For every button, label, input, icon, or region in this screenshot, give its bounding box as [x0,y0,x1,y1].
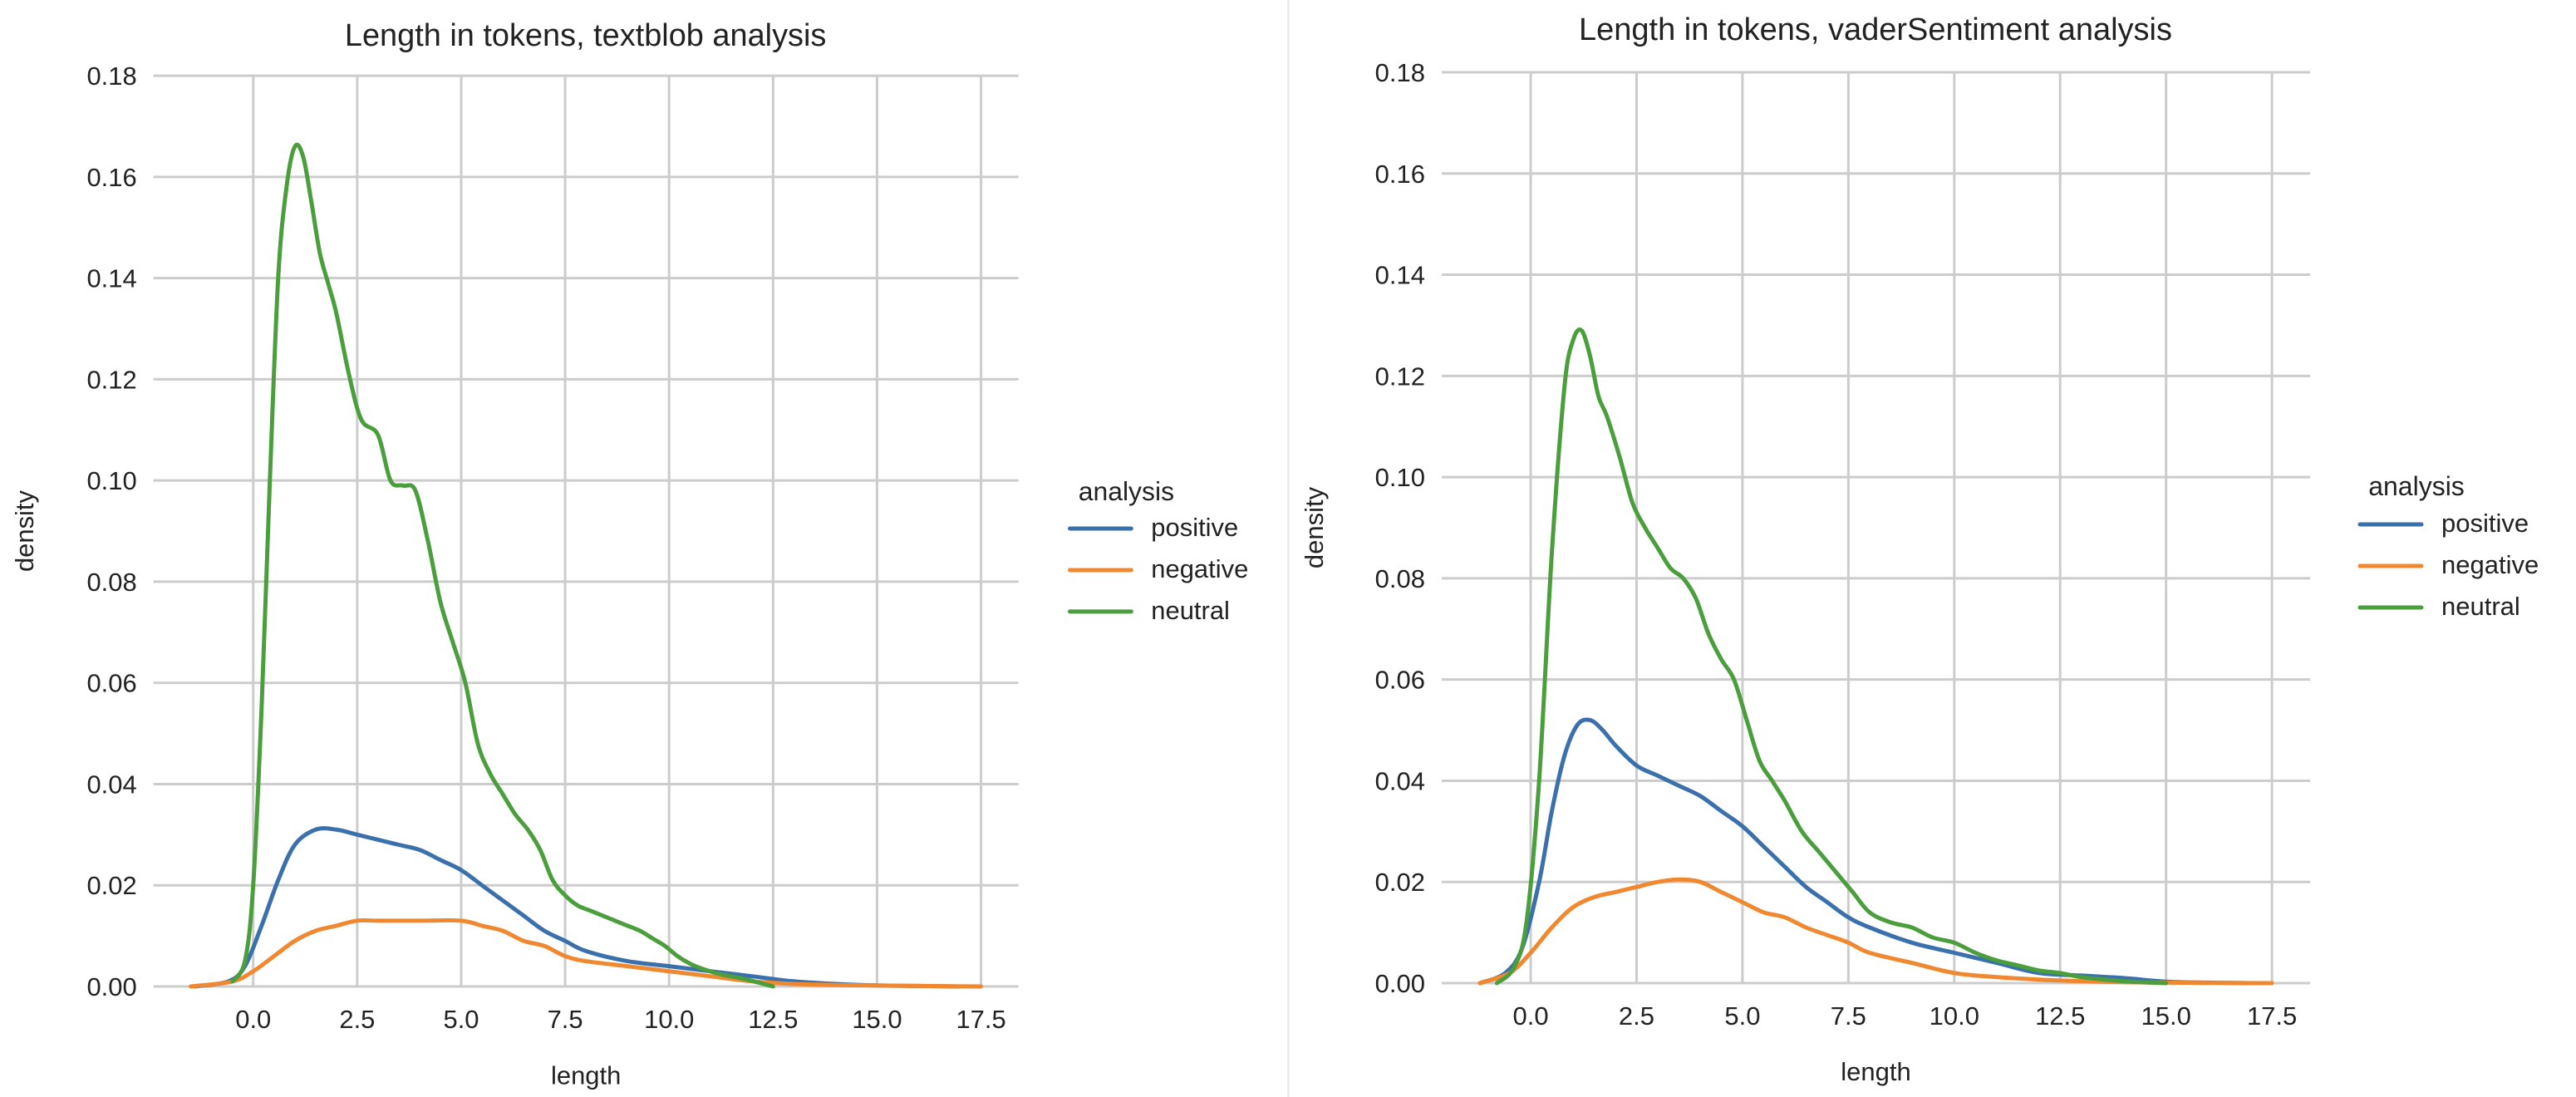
chart-panel-vadersentiment: 0.00 0.02 0.04 0.06 0.08 0.10 0.12 0.14 0.16 0.18… [1290,0,2576,1097]
legend: analysis positive negative neutral [2357,471,2539,621]
chart-title: Length in tokens, vaderSentiment analysi… [1579,12,2172,47]
legend-label-positive: positive [1151,513,1238,542]
legend-label-negative: negative [2441,550,2539,579]
y-tick-label: 0.02 [1375,868,1425,897]
legend-label-positive: positive [2441,509,2529,538]
x-tick-label: 7.5 [1831,1001,1866,1031]
y-tick-label: 0.12 [86,365,136,394]
y-tick-label: 0.18 [1375,58,1425,87]
y-tick-label: 0.04 [1375,766,1425,795]
y-tick-label: 0.10 [86,466,136,495]
x-tick-label: 17.5 [956,1005,1005,1034]
grid [153,74,1019,988]
y-tick-label: 0.02 [86,871,136,900]
x-tick-label: 10.0 [644,1005,694,1034]
x-tick-label: 5.0 [1724,1001,1760,1031]
x-tick-label: 0.0 [1512,1001,1548,1031]
x-tick-label: 5.0 [443,1005,479,1034]
series-line-neutral [230,142,775,989]
legend-title: analysis [2368,471,2465,501]
x-axis-label: length [551,1061,621,1090]
y-tick-label: 0.00 [86,972,136,1001]
y-tick-label: 0.04 [86,770,136,799]
legend-label-negative: negative [1151,554,1248,583]
y-tick-label: 0.00 [1375,969,1425,998]
legend: analysis positive negative neutral [1068,476,1248,625]
x-tick-label: 0.0 [235,1005,271,1034]
chart-vadersentiment-svg: 0.00 0.02 0.04 0.06 0.08 0.10 0.12 0.14 0.16 0.18… [1300,12,2539,1086]
y-tick-label: 0.10 [1375,463,1425,492]
series-line-positive [193,826,963,989]
x-tick-label: 12.5 [748,1005,798,1034]
x-tick-label: 15.0 [2141,1001,2191,1031]
y-axis-label: density [1300,486,1329,568]
series-line-positive [1477,717,2254,986]
legend-label-neutral: neutral [1151,596,1230,625]
chart-textblob-svg: 0.00 0.02 0.04 0.06 0.08 0.10 0.12 0.14 0.16 0.18… [10,18,1248,1090]
y-tick-label: 0.06 [86,669,136,698]
y-tick-label: 0.14 [1375,261,1425,290]
series-line-negative [189,917,984,989]
y-tick-label: 0.08 [1375,564,1425,593]
y-tick-label: 0.16 [86,163,136,192]
y-tick-label: 0.18 [86,61,136,91]
x-tick-label: 10.0 [1930,1001,1979,1031]
x-tick-label: 2.5 [1619,1001,1654,1031]
x-tick-label: 7.5 [548,1005,583,1034]
legend-label-neutral: neutral [2441,592,2520,621]
y-tick-label: 0.12 [1375,362,1425,391]
legend-title: analysis [1079,476,1174,506]
chart-panel-textblob: 0.00 0.02 0.04 0.06 0.08 0.10 0.12 0.14 0.16 0.18… [9,0,1290,1097]
x-tick-label: 17.5 [2247,1001,2297,1031]
x-tick-label: 2.5 [339,1005,375,1034]
series-line-negative [1477,877,2274,986]
x-tick-label: 15.0 [852,1005,902,1034]
x-tick-label: 12.5 [2035,1001,2085,1031]
y-tick-label: 0.14 [86,264,136,293]
y-tick-label: 0.16 [1375,160,1425,189]
series-line-neutral [1494,327,2169,986]
y-axis-label: density [10,490,39,573]
y-tick-label: 0.06 [1375,666,1425,695]
x-axis-label: length [1841,1057,1910,1086]
chart-title: Length in tokens, textblob analysis [345,18,827,53]
y-tick-label: 0.08 [86,568,136,597]
grid [1442,71,2310,985]
